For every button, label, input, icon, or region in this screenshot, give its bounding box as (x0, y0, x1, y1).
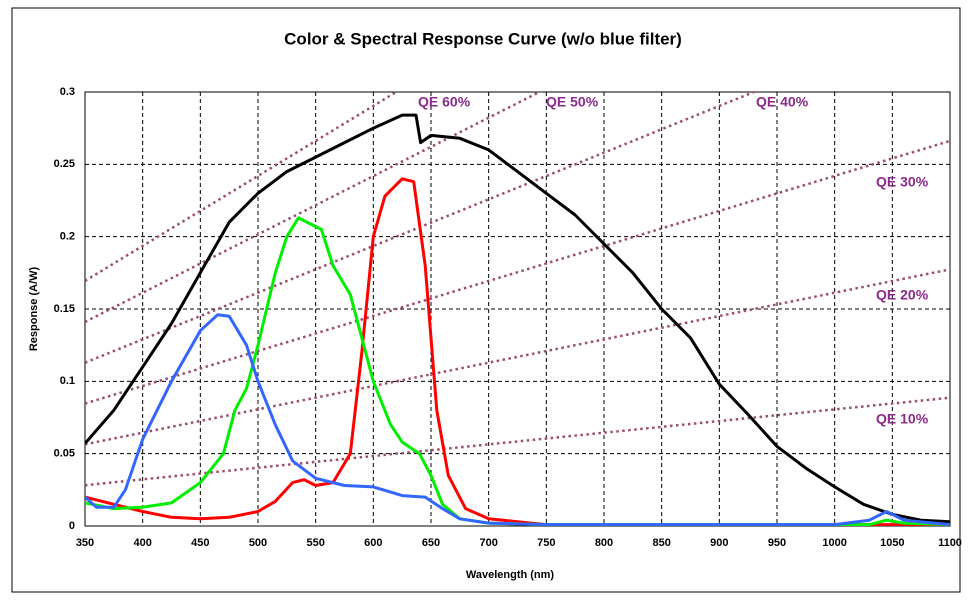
y-tick-label: 0.1 (60, 375, 75, 387)
x-axis-label: Wavelength (nm) (466, 569, 555, 581)
x-tick-label: 600 (364, 537, 382, 549)
qe-label: QE 20% (876, 287, 929, 303)
chart-title: Color & Spectral Response Curve (w/o blu… (284, 29, 682, 48)
qe-label: QE 60% (418, 94, 471, 110)
x-tick-label: 650 (422, 537, 440, 549)
y-tick-label: 0.05 (54, 448, 75, 460)
chart-frame (11, 7, 961, 593)
y-axis-label: Response (A/W) (28, 266, 40, 351)
qe-line (85, 139, 950, 405)
y-tick-label: 0.2 (60, 231, 75, 243)
y-tick-label: 0.3 (60, 86, 75, 98)
qe-line (85, 396, 950, 487)
x-tick-label: 700 (479, 537, 497, 549)
x-tick-label: 500 (249, 537, 267, 549)
series-line (85, 177, 950, 526)
x-tick-label: 950 (768, 537, 786, 549)
x-tick-label: 550 (306, 537, 324, 549)
x-tick-label: 400 (133, 537, 151, 549)
y-tick-label: 0 (69, 520, 75, 532)
qe-label: QE 10% (876, 411, 929, 427)
x-tick-label: 1100 (938, 537, 962, 549)
x-tick-label: 800 (595, 537, 613, 549)
x-tick-label: 450 (191, 537, 209, 549)
x-tick-label: 850 (652, 537, 670, 549)
plot-area (84, 91, 951, 527)
plot-content (85, 92, 950, 526)
qe-line (85, 92, 399, 282)
x-tick-label: 900 (710, 537, 728, 549)
series-line (85, 113, 950, 524)
series-line (85, 313, 950, 526)
qe-label: QE 40% (756, 94, 809, 110)
qe-label: QE 30% (876, 174, 929, 190)
y-tick-label: 0.25 (54, 158, 75, 170)
x-tick-label: 350 (76, 537, 94, 549)
x-tick-label: 1050 (880, 537, 904, 549)
y-tick-label: 0.15 (54, 303, 75, 315)
x-tick-label: 1000 (822, 537, 846, 549)
qe-label: QE 50% (546, 94, 599, 110)
x-tick-label: 750 (537, 537, 555, 549)
